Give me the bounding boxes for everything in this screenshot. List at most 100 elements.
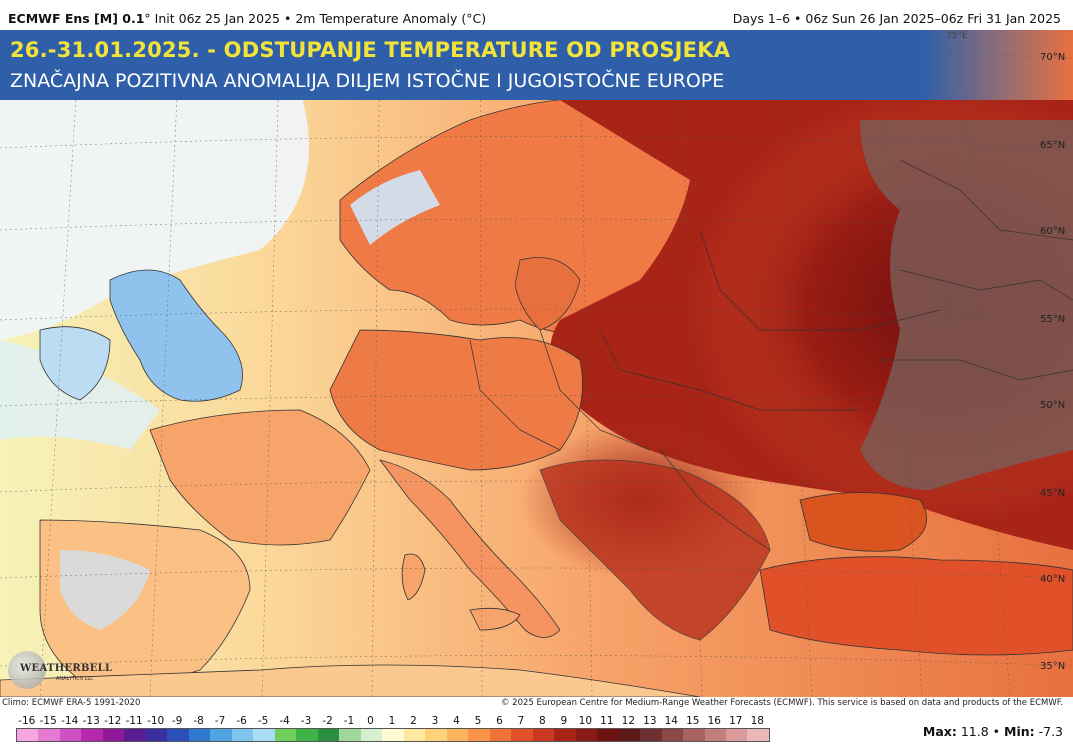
- colorbar-tick-label: 0: [367, 715, 374, 727]
- colorbar-swatch: [38, 729, 60, 741]
- colorbar-tick-label: -15: [39, 715, 57, 727]
- colorbar-tick-label: -3: [300, 715, 312, 727]
- colorbar-swatch: [102, 729, 125, 741]
- iberia-cold-patch: [60, 550, 150, 630]
- colorbar: [16, 728, 770, 742]
- colorbar-swatch: [59, 729, 82, 741]
- map-header: ECMWF Ens [M] 0.1° Init 06z 25 Jan 2025 …: [0, 0, 1073, 30]
- colorbar-tick-label: 3: [431, 715, 439, 727]
- ireland: [39, 326, 111, 401]
- lat-label-45n: 45°N: [1040, 488, 1066, 499]
- colorbar-swatch: [661, 729, 684, 741]
- north-africa: [0, 664, 701, 697]
- colorbar-swatch: [489, 729, 512, 741]
- map-footer: Climo: ECMWF ERA-5 1991-2020 © 2025 Euro…: [0, 697, 1073, 753]
- header-left: ECMWF Ens [M] 0.1° Init 06z 25 Jan 2025 …: [8, 11, 487, 26]
- banner-subtitle: ZNAČAJNA POZITIVNA ANOMALIJA DILJEM ISTO…: [10, 70, 725, 92]
- colorbar-swatch: [704, 729, 726, 741]
- colorbar-tick-label: 14: [664, 715, 678, 727]
- colorbar-tick-label: -13: [82, 715, 100, 727]
- colorbar-ticks: -16 -15 -14 -13 -12 -11 -10 -9 -8 -7 -6 -5 -4 -3 -2 -1 0…: [10, 715, 770, 727]
- colorbar-swatch: [17, 729, 39, 741]
- lat-label-55n: 55°N: [1040, 314, 1066, 325]
- norway-cold-patch: [350, 170, 440, 245]
- degree-symbol: °: [144, 11, 151, 26]
- colorbar-tick-label: -7: [214, 715, 226, 727]
- sicily: [469, 607, 521, 631]
- colorbar-swatch: [575, 729, 598, 741]
- map-canvas: [0, 30, 1073, 697]
- colorbar-tick-label: -9: [171, 715, 183, 727]
- colorbar-swatch: [317, 729, 340, 741]
- colorbar-tick-label: 18: [750, 715, 764, 727]
- colorbar-swatch: [210, 729, 232, 741]
- lon-label-35e: 35°E: [946, 31, 968, 41]
- climatology-note: Climo: ECMWF ERA-5 1991-2020: [2, 698, 141, 708]
- baltic-sea: [514, 257, 581, 331]
- colorbar-swatch: [253, 729, 275, 741]
- colorbar-tick-label: 6: [496, 715, 503, 727]
- france: [149, 409, 371, 546]
- min-label: Min:: [1004, 724, 1035, 739]
- anomaly-map: [0, 30, 1073, 697]
- balkans: [539, 459, 771, 641]
- lat-label-60n: 60°N: [1040, 226, 1066, 237]
- colorbar-swatch: [81, 729, 103, 741]
- country-borders: [469, 159, 1073, 551]
- colorbar-tick-label: -12: [104, 715, 122, 727]
- colorbar-tick-label: 16: [707, 715, 721, 727]
- colorbar-tick-label: -4: [279, 715, 290, 727]
- colorbar-tick-label: 7: [517, 715, 525, 727]
- colorbar-swatch: [683, 729, 705, 741]
- colorbar-tick-label: -2: [322, 715, 333, 727]
- colorbar-swatch: [360, 729, 383, 741]
- min-value: -7.3: [1038, 724, 1063, 739]
- colorbar-swatch: [468, 729, 490, 741]
- colorbar-swatch: [124, 729, 146, 741]
- colorbar-swatch: [274, 729, 297, 741]
- colorbar-swatch: [296, 729, 318, 741]
- colorbar-swatch: [231, 729, 254, 741]
- lat-label-40n: 40°N: [1040, 574, 1066, 585]
- colorbar-tick-label: -11: [125, 715, 143, 727]
- colorbar-tick-label: -10: [147, 715, 165, 727]
- max-value: 11.8: [960, 724, 989, 739]
- colorbar-tick-label: 17: [729, 715, 743, 727]
- model-name: ECMWF Ens [M] 0.1: [8, 11, 145, 26]
- lat-label-70n: 70°N: [1040, 52, 1066, 63]
- max-min-readout: Max: 11.8 • Min: -7.3: [923, 724, 1063, 739]
- colorbar-swatch: [554, 729, 576, 741]
- colorbar-swatch: [640, 729, 662, 741]
- banner-title: 26.-31.01.2025. - ODSTUPANJE TEMPERATURE…: [10, 38, 731, 62]
- colorbar-swatch: [446, 729, 469, 741]
- italy: [379, 459, 561, 638]
- colorbar-tick-label: -8: [193, 715, 204, 727]
- colorbar-swatch: [532, 729, 555, 741]
- colorbar-swatch: [425, 729, 447, 741]
- colorbar-tick-label: -5: [257, 715, 269, 727]
- colorbar-tick-label: 10: [578, 715, 593, 727]
- init-time: Init 06z 25 Jan 2025: [154, 11, 280, 26]
- colorbar-swatch: [339, 729, 361, 741]
- colorbar-swatch: [511, 729, 533, 741]
- colorbar-tick-label: 12: [621, 715, 636, 727]
- colorbar-tick-label: 15: [686, 715, 700, 727]
- colorbar-swatch: [188, 729, 211, 741]
- great-britain: [109, 269, 243, 402]
- lat-label-50n: 50°N: [1040, 400, 1066, 411]
- max-label: Max:: [922, 724, 957, 739]
- colorbar-swatch: [382, 729, 404, 741]
- colorbar-tick-label: 11: [600, 715, 614, 727]
- colorbar-tick-label: -1: [343, 715, 355, 727]
- copyright-note: © 2025 European Centre for Medium-Range …: [500, 698, 1063, 708]
- colorbar-tick-label: 9: [560, 715, 568, 727]
- colorbar-tick-label: 1: [388, 715, 396, 727]
- colorbar-swatch: [597, 729, 619, 741]
- colorbar-tick-label: -14: [61, 715, 79, 727]
- valid-period: Days 1–6 • 06z Sun 26 Jan 2025–06z Fri 3…: [732, 11, 1061, 26]
- colorbar-swatch: [747, 729, 769, 741]
- weatherbell-logo: WEATHERBELL ANALYTICS LLC: [8, 651, 112, 691]
- colorbar-swatch: [167, 729, 189, 741]
- colorbar-swatch: [618, 729, 641, 741]
- colorbar-tick-label: -16: [18, 715, 36, 727]
